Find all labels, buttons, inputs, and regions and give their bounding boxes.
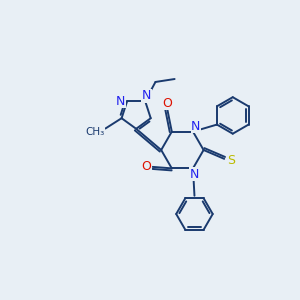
Text: N: N — [116, 94, 125, 108]
Text: N: N — [190, 168, 199, 181]
Text: S: S — [228, 154, 236, 167]
Text: O: O — [141, 160, 151, 173]
Text: O: O — [162, 97, 172, 110]
Text: CH₃: CH₃ — [85, 127, 105, 137]
Text: N: N — [191, 120, 201, 133]
Text: N: N — [142, 89, 151, 102]
